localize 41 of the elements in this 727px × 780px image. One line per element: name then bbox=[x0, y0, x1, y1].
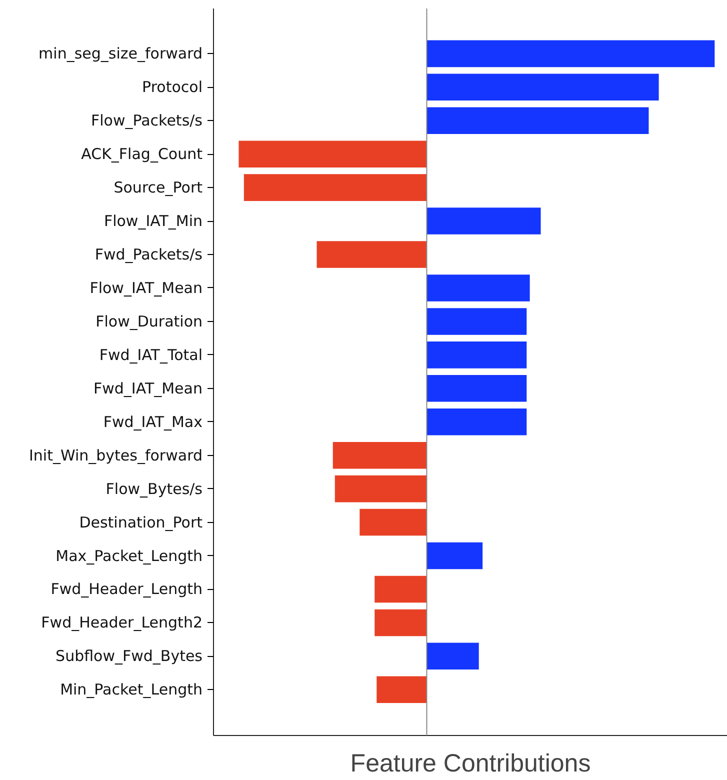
y-tick-label: Init_Win_bytes_forward bbox=[29, 446, 203, 464]
bar bbox=[426, 274, 530, 302]
y-tick-label: Flow_Duration bbox=[96, 312, 202, 330]
bar bbox=[374, 576, 427, 603]
y-tick-label: Source_Port bbox=[114, 178, 203, 197]
bar bbox=[374, 609, 427, 636]
y-tick-label: Fwd_IAT_Mean bbox=[94, 379, 203, 398]
bar bbox=[332, 442, 427, 469]
y-tick-label: Fwd_IAT_Max bbox=[103, 412, 203, 431]
x-axis-title: Feature Contributions bbox=[350, 750, 591, 778]
y-tick-label: Fwd_Header_Length bbox=[50, 580, 203, 598]
bar bbox=[360, 508, 427, 536]
bar bbox=[426, 375, 527, 402]
y-tick-label: Flow_Packets/s bbox=[91, 112, 203, 130]
y-tick-label: Flow_Bytes/s bbox=[106, 480, 203, 498]
y-tick-label: ACK_Flag_Count bbox=[81, 145, 203, 164]
bar bbox=[426, 40, 715, 68]
y-tick-label: Destination_Port bbox=[79, 513, 203, 532]
bar bbox=[426, 542, 483, 570]
bar bbox=[376, 676, 427, 704]
y-tick-label: Flow_IAT_Min bbox=[104, 212, 203, 230]
y-tick-label: min_seg_size_forward bbox=[38, 44, 203, 63]
y-tick-label: Min_Packet_Length bbox=[60, 680, 203, 699]
bar bbox=[334, 475, 427, 502]
bar bbox=[426, 642, 479, 670]
y-tick-label: Fwd_Packets/s bbox=[94, 246, 203, 264]
y-tick-label: Protocol bbox=[142, 78, 203, 96]
bar bbox=[238, 140, 427, 168]
y-tick-label: Fwd_IAT_Total bbox=[99, 346, 203, 364]
bar bbox=[426, 408, 527, 436]
y-tick-label: Flow_IAT_Mean bbox=[90, 278, 203, 297]
bar bbox=[426, 107, 649, 134]
bar bbox=[426, 74, 659, 101]
bar bbox=[426, 208, 541, 234]
bar bbox=[426, 308, 527, 335]
bar bbox=[426, 342, 527, 368]
bar bbox=[316, 241, 427, 268]
bar bbox=[244, 174, 427, 201]
y-tick-label: Fwd_Header_Length2 bbox=[41, 614, 203, 632]
y-tick-label: Subflow_Fwd_Bytes bbox=[56, 647, 203, 666]
y-tick-label: Max_Packet_Length bbox=[56, 546, 203, 565]
